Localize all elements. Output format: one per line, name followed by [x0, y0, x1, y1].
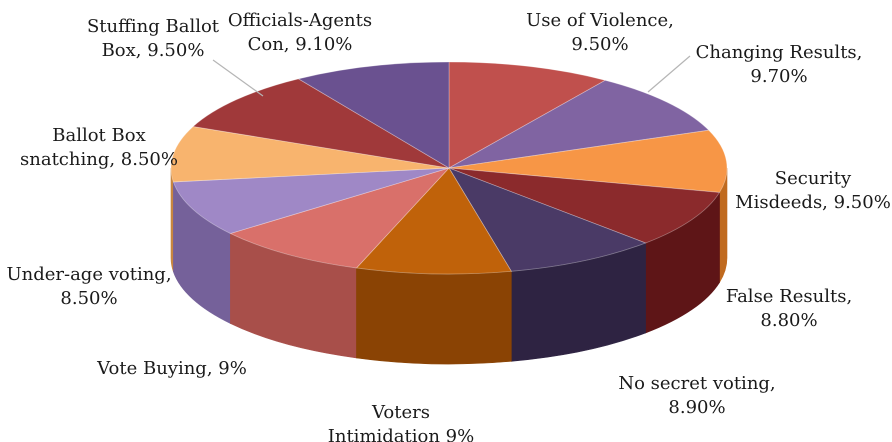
pie-slice-no-secret-voting-8-90 — [448, 167, 647, 272]
data-label-ballot-box-snatching-8-50: Ballot Box snatching, 8.50% — [20, 125, 178, 170]
pie-slice-security-misdeeds-9-50 — [448, 129, 728, 193]
data-label-officials-agents-con-9-10: Officials-Agents Con, 9.10% — [228, 10, 372, 55]
data-label-under-age-voting-8-50: Under-age voting, 8.50% — [6, 264, 171, 309]
data-label-stuffing-ballot-box-9-50: Stuffing Ballot Box, 9.50% — [87, 16, 220, 61]
data-label-use-of-violence-9-50: Use of Violence, 9.50% — [526, 10, 674, 55]
pie-side-ballot-box-snatching-8-50 — [170, 167, 174, 273]
data-label-security-misdeeds-9-50: Security Misdeeds, 9.50% — [735, 168, 891, 213]
pie-slice-false-results-8-80 — [448, 167, 721, 244]
pie-slice-stuffing-ballot-box-9-50 — [192, 78, 450, 169]
pie-side-voters-intimidation-9 — [356, 267, 512, 365]
pie-slice-changing-results-9-70 — [448, 79, 710, 169]
pie-slice-ballot-box-snatching-8-50 — [170, 126, 450, 183]
pie-slice-under-age-voting-8-50 — [172, 167, 450, 234]
pie-slice-officials-agents-con-9-10 — [297, 61, 450, 169]
pie-slice-use-of-violence-9-50 — [448, 61, 607, 169]
data-label-vote-buying-9: Vote Buying, 9% — [96, 358, 247, 379]
data-label-no-secret-voting-8-90: No secret voting, 8.90% — [618, 373, 775, 418]
data-label-changing-results-9-70: Changing Results, 9.70% — [696, 42, 863, 87]
leader-line-changing-results — [647, 55, 691, 93]
data-label-voters-intimidation-9: Voters Intimidation 9% — [328, 402, 474, 442]
leader-line-stuffing-ballot-box — [212, 59, 264, 97]
pie-slice-voters-intimidation-9 — [355, 167, 513, 275]
data-label-false-results-8-80: False Results, 8.80% — [726, 286, 852, 331]
pie-slice-vote-buying-9 — [229, 167, 451, 269]
